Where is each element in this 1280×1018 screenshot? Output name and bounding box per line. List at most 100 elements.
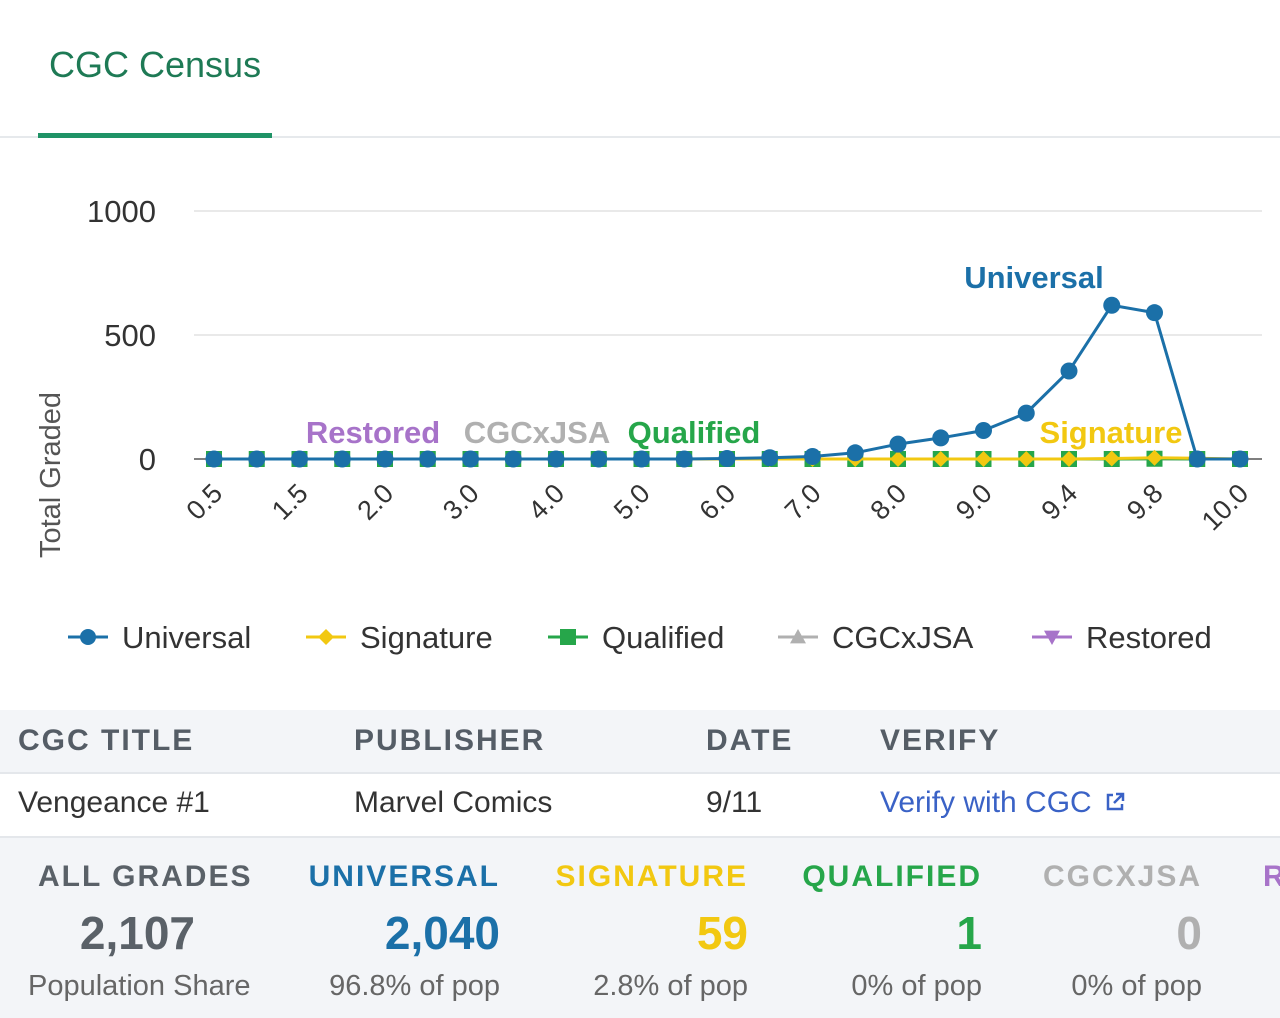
stat-value: 2,040	[384, 907, 500, 959]
verify-link-label: Verify with CGC	[880, 786, 1092, 819]
data-point	[419, 450, 437, 468]
date-cell: 9/11	[706, 786, 763, 819]
series-universal	[205, 296, 1249, 468]
column-header-verify: VERIFY	[880, 724, 1001, 757]
legend-item-signature[interactable]: Signature	[306, 620, 493, 655]
column-header-date: DATE	[706, 724, 794, 757]
cgc-title-cell: Vengeance #1	[18, 786, 210, 819]
y-axis-title: Total Graded	[35, 392, 67, 558]
x-tick-label: 3.0	[437, 478, 485, 526]
legend-label: Qualified	[602, 620, 724, 655]
legend-label: CGCxJSA	[832, 620, 974, 655]
x-tick-label: 8.0	[864, 478, 912, 526]
data-point	[1103, 450, 1120, 467]
stat-value: 1	[956, 907, 982, 959]
x-tick-label: 2.0	[351, 478, 399, 526]
stat-sub: 96.8% of pop	[329, 970, 500, 1002]
stat-sub: 0% of pop	[1071, 970, 1202, 1002]
data-point	[846, 444, 864, 462]
series-annotation: Restored	[306, 415, 440, 450]
data-point	[633, 450, 650, 468]
data-point	[975, 451, 992, 467]
data-point	[1017, 404, 1035, 422]
data-point	[205, 450, 223, 468]
legend-marker	[790, 629, 806, 644]
legend-marker	[1044, 630, 1060, 645]
x-tick-label: 1.5	[266, 478, 314, 526]
data-point	[1060, 362, 1078, 380]
legend-marker	[318, 629, 334, 645]
census-line-chart: 0 500 1000 Total Graded 0.5 1.5 2.0 3.0 4.0 5.0 6.…	[35, 194, 1262, 655]
data-point	[1188, 450, 1206, 468]
x-tick-label: 9.0	[950, 478, 998, 526]
legend-marker	[560, 629, 576, 645]
stat-sub: 2.8% of pop	[593, 970, 748, 1002]
table-row: Vengeance #1 Marvel Comics 9/11 Verify w…	[0, 774, 1280, 838]
stat-value: 0	[1176, 907, 1202, 959]
stat-sub: 0% of pop	[851, 970, 982, 1002]
tab-bar: CGC Census	[0, 0, 1280, 138]
data-point	[1103, 296, 1121, 314]
data-point	[675, 450, 693, 468]
data-point	[590, 450, 608, 468]
column-header-publisher: PUBLISHER	[354, 724, 546, 757]
x-tick-label: 5.0	[608, 478, 656, 526]
x-tick-label: 6.0	[693, 478, 741, 526]
data-point	[889, 435, 907, 453]
data-point	[1061, 451, 1077, 467]
stats-bar: ALL GRADES 2,107 Population Share UNIVER…	[0, 838, 1280, 1018]
y-tick-label: 500	[104, 318, 156, 353]
legend-item-qualified[interactable]: Qualified	[548, 620, 724, 655]
data-point	[462, 450, 479, 468]
stat-label: UNIVERSAL	[308, 860, 500, 893]
series-annotation: CGCxJSA	[464, 415, 610, 450]
data-point	[1146, 304, 1163, 322]
stat-value: 59	[696, 907, 748, 959]
data-point	[248, 450, 266, 468]
stat-label: R	[1263, 860, 1280, 893]
legend-label: Restored	[1086, 620, 1212, 655]
stat-sub: Population Share	[28, 970, 251, 1002]
stat-label: CGCXJSA	[1042, 860, 1202, 893]
active-tab-indicator	[38, 133, 272, 138]
x-tick-label: 0.5	[180, 478, 228, 526]
verify-with-cgc-link[interactable]: Verify with CGC	[880, 786, 1126, 820]
external-link-icon	[1106, 792, 1124, 811]
stat-label: ALL GRADES	[38, 860, 253, 893]
legend-label: Signature	[360, 620, 493, 655]
series-annotation: Universal	[964, 260, 1104, 295]
data-point	[1231, 450, 1249, 468]
x-tick-label: 9.4	[1035, 478, 1083, 526]
legend-marker	[80, 629, 96, 645]
series-annotation: Signature	[1040, 415, 1183, 450]
data-point	[761, 449, 779, 467]
series-annotation: Qualified	[628, 415, 761, 450]
x-tick-label: 9.8	[1121, 478, 1169, 526]
data-point	[932, 429, 950, 447]
data-point	[975, 421, 992, 439]
data-point	[504, 450, 522, 468]
data-point	[932, 451, 949, 467]
stat-label: SIGNATURE	[555, 860, 748, 893]
data-point	[890, 451, 906, 467]
tab-label: CGC Census	[49, 44, 262, 85]
x-tick-label: 10.0	[1196, 478, 1254, 536]
data-point	[1018, 451, 1035, 467]
legend-item-cgcxjsa[interactable]: CGCxJSA	[778, 620, 974, 655]
data-point	[376, 450, 394, 468]
data-point	[547, 450, 565, 468]
publisher-cell: Marvel Comics	[354, 786, 553, 819]
legend-item-restored[interactable]: Restored	[1032, 620, 1212, 655]
y-tick-label: 0	[139, 442, 156, 477]
table-header: CGC TITLE PUBLISHER DATE VERIFY	[0, 710, 1280, 774]
data-point	[291, 450, 308, 468]
tab-cgc-census[interactable]: CGC Census	[38, 0, 272, 138]
stat-value: 2,107	[79, 907, 195, 959]
data-point	[1146, 449, 1163, 466]
legend-label: Universal	[122, 620, 251, 655]
x-tick-label: 7.0	[779, 478, 827, 526]
data-point	[333, 450, 351, 468]
data-point	[804, 448, 821, 466]
column-header-cgc-title: CGC TITLE	[18, 724, 195, 757]
legend-item-universal[interactable]: Universal	[68, 620, 251, 655]
